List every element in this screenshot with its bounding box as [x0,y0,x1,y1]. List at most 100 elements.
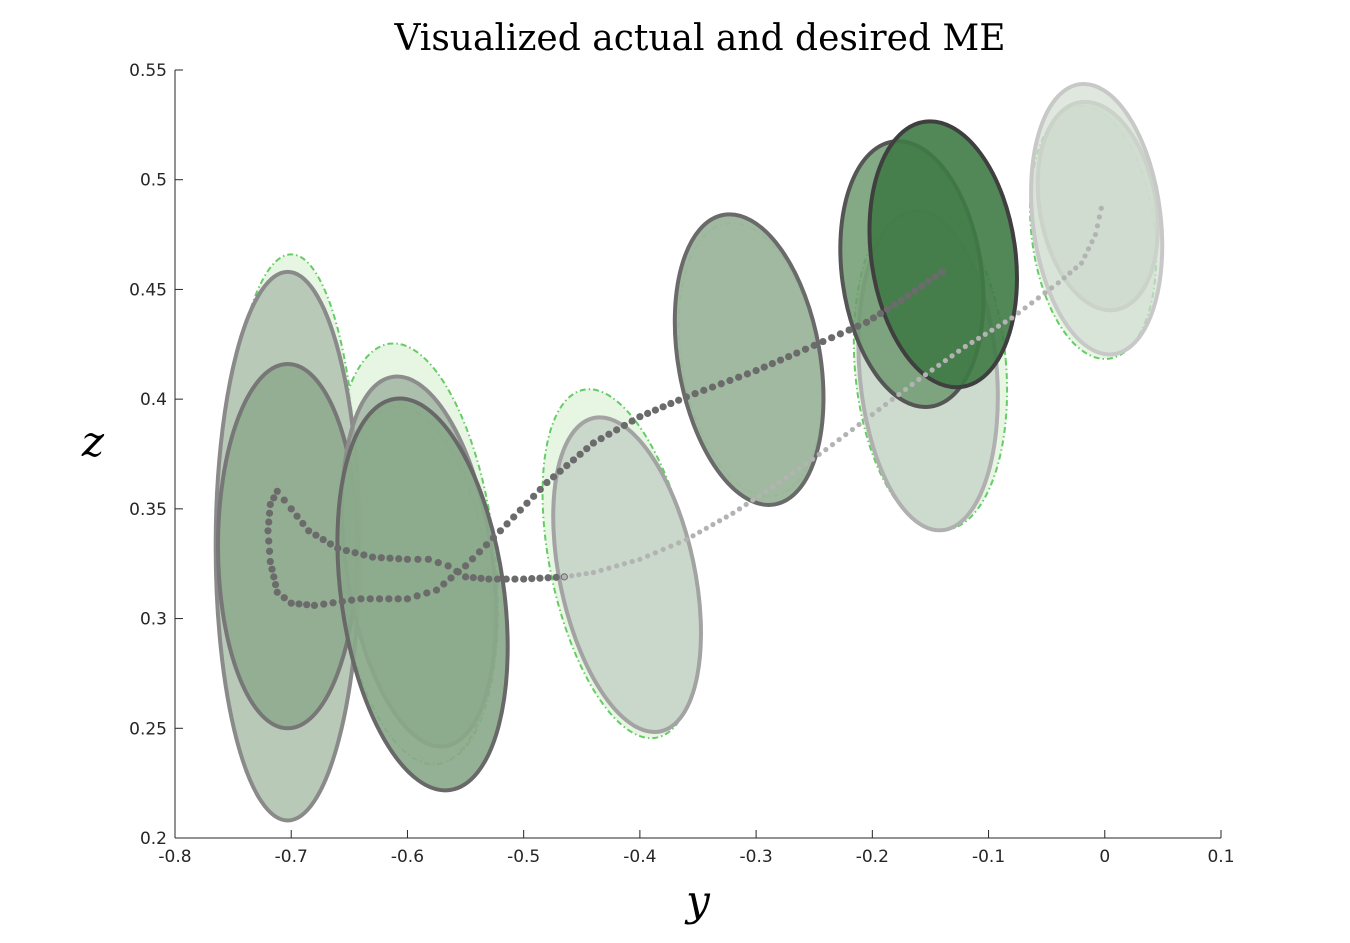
trajectory-point [916,376,922,382]
trajectory-point [270,494,278,502]
trajectory-point [264,527,272,535]
trajectory-point [931,273,939,281]
trajectory-point [836,330,844,338]
trajectory-point [1085,246,1092,252]
trajectory-point [453,567,461,575]
trajectory-point [394,595,402,603]
trajectory-point [922,372,929,378]
trajectory-point [583,570,589,577]
trajectory-point [836,436,842,443]
trajectory-point [620,421,628,430]
trajectory-point [768,359,776,368]
trajectory-point [883,401,889,408]
actual-ellipse [1029,81,1165,357]
trajectory-point [956,348,962,354]
trajectory-point [368,553,377,561]
trajectory-point [502,575,510,583]
trajectory-point [503,520,511,528]
trajectory-point [1067,270,1073,276]
trajectory-point [644,409,652,418]
trajectory-point [776,356,785,364]
trajectory-point [273,487,281,495]
trajectory-point [523,499,531,507]
trajectory-point [816,451,822,457]
actual-ellipse [551,415,703,734]
trajectory-point [856,421,862,428]
trajectory-point [377,554,385,562]
trajectory-point [386,554,394,562]
trajectory-point [942,357,948,364]
trajectory-point [342,546,351,555]
trajectory-point [776,479,782,486]
trajectory-point [723,514,729,520]
trajectory-point [461,573,470,581]
trajectory-point [823,447,829,453]
trajectory-point [536,485,544,494]
trajectory-point [793,349,801,357]
trajectory-point [682,393,690,401]
y-tick-label: 0.2 [140,829,167,849]
trajectory-point [414,555,422,563]
trajectory-point [750,497,756,503]
trajectory-point [424,555,432,563]
trajectory-point [783,475,789,481]
trajectory-point [883,305,892,313]
trajectory-point [320,600,328,608]
trajectory-point [829,441,836,448]
trajectory-point [1002,319,1008,325]
y-tick-label: 0.3 [140,610,167,630]
trajectory-point [270,573,278,581]
trajectory-point [556,467,564,475]
trajectory-point [743,501,749,508]
trajectory-point [645,553,651,559]
trajectory-point [287,505,295,513]
trajectory-point [890,301,899,309]
trajectory-point [475,548,484,556]
x-tick-label: -0.2 [856,847,889,867]
trajectory-point [876,309,885,318]
trajectory-point [790,470,796,476]
trajectory-point [536,574,544,582]
trajectory-point [598,567,604,573]
trajectory-point [403,595,412,603]
trajectory-point [543,478,551,487]
trajectory-point [730,510,736,516]
trajectory-point [1073,265,1079,271]
x-tick-label: -0.8 [158,847,191,867]
x-ticks: -0.8 -0.7 -0.6 -0.5 -0.4 -0.3 -0.2 -0.1 0 0.1 [158,830,1235,867]
trajectory-point [796,465,802,472]
trajectory-point [843,431,849,438]
trajectory-point [360,551,368,559]
trajectory-point [924,277,933,285]
trajectory-point [717,380,725,388]
trajectory-point [493,575,502,583]
trajectory-point [576,450,584,458]
trajectory-point [652,550,658,556]
trajectories [264,205,1104,610]
trajectory-point [896,391,902,398]
trajectory-point [735,373,743,381]
trajectory-point [770,484,776,490]
y-axis-label: z [81,417,105,466]
trajectory-point [629,558,635,565]
trajectory-point [1061,275,1067,281]
trajectory-point [1015,310,1022,316]
y-tick-label: 0.25 [129,719,167,739]
trajectory-point [597,435,605,443]
trajectory-point [700,386,708,394]
trajectory-point [590,569,597,576]
trajectory-point [995,323,1002,329]
trajectory-point [1078,260,1085,266]
trajectory-point [660,546,666,553]
trajectory-point [637,556,643,562]
trajectory-point [1094,223,1101,229]
trajectory-point [897,296,905,304]
trajectory-point [434,559,442,567]
trajectory-point [676,540,682,546]
trajectory-point [614,563,620,569]
trajectory-point [266,557,274,566]
actual-ellipses [213,81,1165,823]
trajectory-point [530,492,538,500]
trajectory-point [989,327,995,333]
